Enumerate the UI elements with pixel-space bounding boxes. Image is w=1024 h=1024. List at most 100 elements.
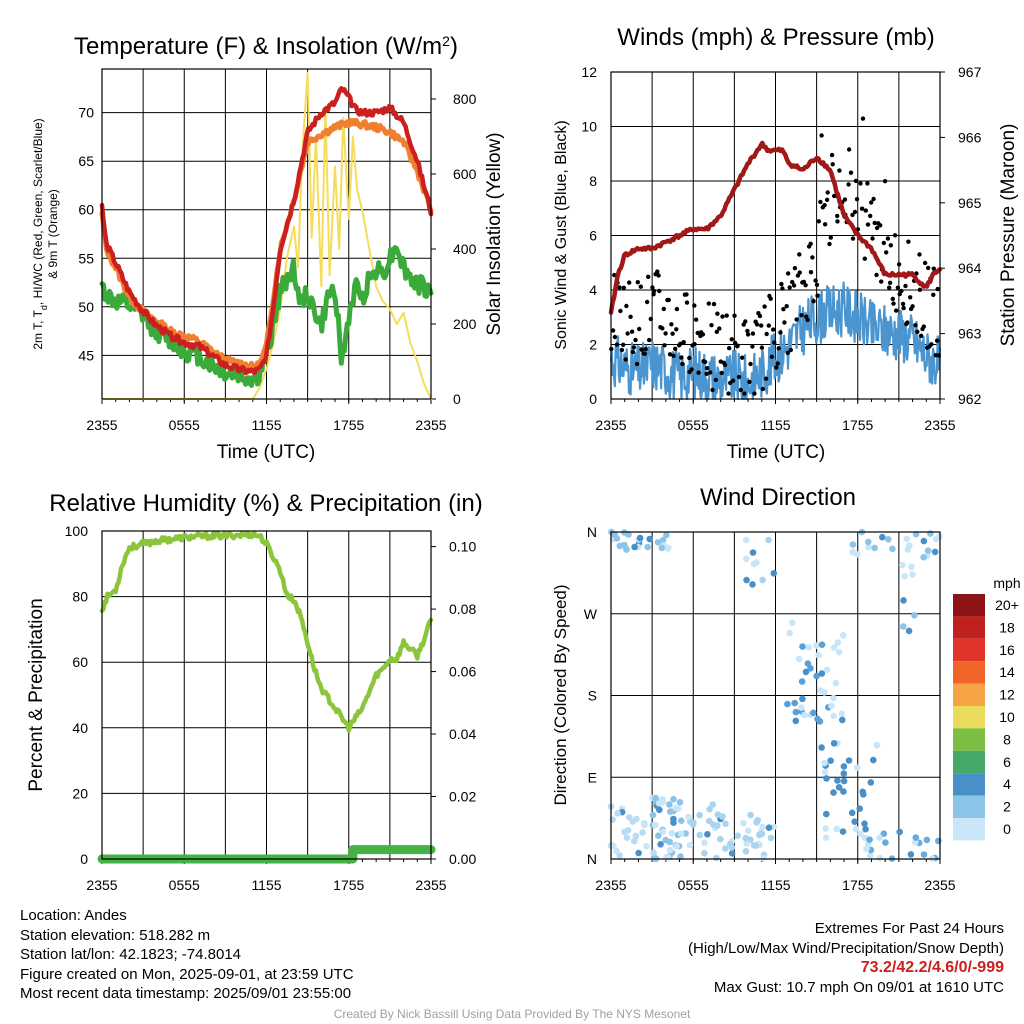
- gust-point: [625, 331, 630, 336]
- x-tick-label: 2355: [415, 417, 446, 433]
- direction-point: [655, 832, 662, 839]
- colorbar-label: 14: [999, 664, 1015, 680]
- y-tick-label-left: 50: [78, 299, 94, 315]
- direction-point: [798, 678, 806, 685]
- gust-point: [778, 330, 783, 335]
- direction-point: [652, 821, 659, 829]
- gust-point: [837, 168, 842, 173]
- direction-point: [742, 848, 750, 855]
- direction-point: [833, 825, 840, 833]
- gust-point: [661, 306, 666, 312]
- y-axis-label-left: Sonic Wind & Gust (Blue, Black): [553, 120, 570, 349]
- gust-point: [702, 359, 708, 365]
- direction-point: [623, 546, 630, 553]
- gust-point: [896, 262, 902, 267]
- chart-title: Winds (mph) & Pressure (mb): [617, 24, 934, 51]
- direction-point: [840, 763, 848, 770]
- gust-point: [872, 220, 877, 226]
- gust-point: [782, 320, 787, 325]
- y-tick-label-left: 100: [65, 523, 89, 539]
- direction-point: [818, 744, 825, 751]
- gust-point: [801, 279, 807, 285]
- gust-point: [671, 353, 676, 358]
- y-tick-label-left: 60: [78, 202, 94, 218]
- direction-point: [830, 644, 838, 651]
- direction-point: [747, 811, 754, 819]
- y-tick-label-right: 400: [453, 241, 477, 257]
- direction-point: [822, 825, 829, 832]
- gust-point: [908, 295, 913, 300]
- colorbar-swatch: [953, 795, 985, 818]
- ylabel-subscript: d: [39, 305, 49, 310]
- direction-point: [863, 845, 870, 853]
- gust-point: [752, 391, 757, 396]
- gust-point: [854, 197, 860, 202]
- direction-point: [613, 847, 620, 855]
- gust-point: [628, 314, 633, 319]
- gust-point: [766, 323, 771, 328]
- gust-point: [794, 317, 799, 322]
- y-tick-label-left: 2: [589, 337, 597, 353]
- gust-point: [630, 349, 636, 355]
- colorbar-label: 0: [1003, 821, 1011, 837]
- gust-point: [631, 345, 637, 350]
- gust-point: [882, 179, 888, 184]
- gust-point: [715, 311, 720, 316]
- direction-point: [903, 535, 910, 543]
- gust-point: [711, 301, 717, 307]
- direction-point: [856, 805, 863, 812]
- direction-point: [908, 563, 915, 571]
- colorbar-swatch: [953, 728, 985, 751]
- direction-point: [668, 829, 676, 837]
- temperature-chart: 2355 0555 1155 1755 2355 45 50 55 60 65 70 0 200 400 6…: [31, 33, 505, 463]
- station-info: Location: Andes Station elevation: 518.2…: [20, 906, 354, 1004]
- gust-point: [781, 307, 786, 312]
- gust-point: [679, 355, 684, 360]
- direction-point: [624, 827, 632, 834]
- ylabel-rest: , HI/WC (Red, Green, Scarlet/Blue): [31, 118, 45, 305]
- x-tick-label: 1755: [333, 877, 364, 893]
- x-tick-label: 2355: [595, 877, 626, 893]
- direction-point: [742, 834, 749, 842]
- direction-point: [701, 849, 708, 857]
- direction-point: [931, 548, 939, 556]
- gust-point: [644, 299, 650, 305]
- direction-point: [696, 811, 703, 819]
- direction-point: [636, 534, 644, 542]
- y-tick-label-right: 0.00: [449, 851, 476, 867]
- gust-point: [785, 350, 790, 356]
- direction-point: [722, 820, 729, 828]
- colorbar-swatch: [953, 706, 985, 729]
- direction-point: [706, 805, 713, 813]
- gust-point: [892, 233, 898, 238]
- direction-point: [849, 548, 856, 556]
- gust-point: [881, 240, 886, 246]
- gust-point: [853, 178, 859, 184]
- direction-point: [799, 643, 806, 650]
- direction-point: [644, 543, 651, 551]
- gust-point: [868, 213, 873, 219]
- gust-point: [891, 301, 896, 306]
- gust-point: [779, 281, 784, 287]
- gust-point: [670, 331, 675, 336]
- gust-point: [835, 213, 840, 219]
- gust-point: [760, 386, 766, 392]
- colorbar-swatch: [953, 638, 985, 662]
- direction-point: [880, 830, 888, 837]
- y-tick-label-left: 4: [589, 282, 597, 298]
- gust-point: [931, 292, 936, 297]
- gust-point: [874, 225, 880, 231]
- direction-point: [632, 832, 640, 840]
- colorbar-label: 20+: [995, 597, 1019, 613]
- gust-point: [818, 199, 823, 205]
- direction-point: [810, 709, 817, 717]
- gust-point: [684, 300, 690, 305]
- direction-point: [670, 795, 677, 803]
- gust-point: [745, 332, 751, 337]
- direction-point: [822, 768, 829, 776]
- y-tick-label-left: 80: [72, 589, 88, 605]
- gust-point: [790, 279, 795, 285]
- gust-point: [689, 367, 694, 372]
- y-tick-label-right: 200: [453, 316, 477, 332]
